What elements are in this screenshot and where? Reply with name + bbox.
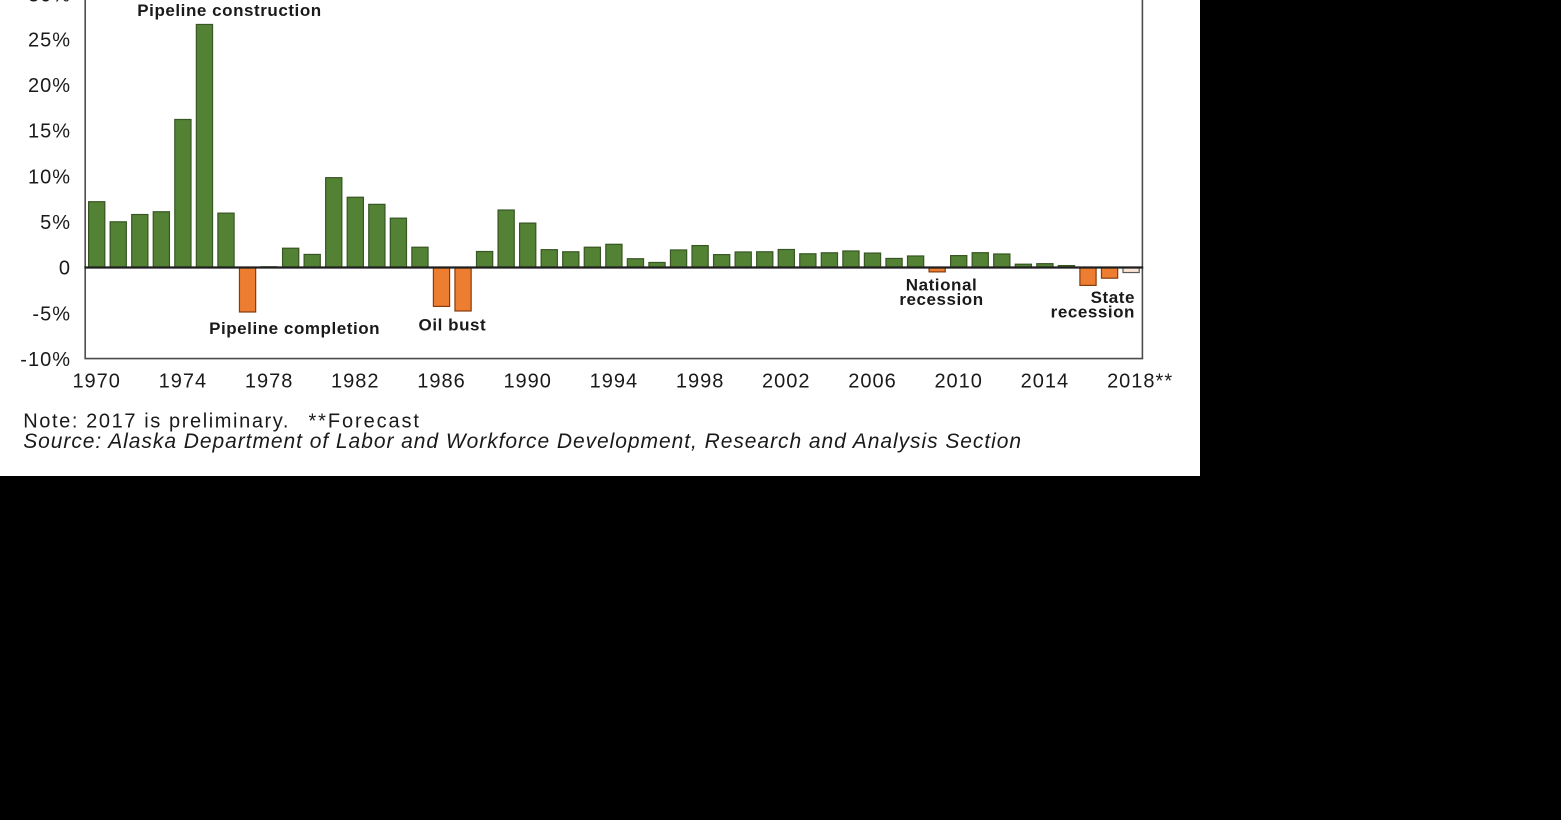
svg-text:2002: 2002 xyxy=(762,371,811,393)
svg-text:Note: 2017 is preliminary.: Note: 2017 is preliminary. xyxy=(23,410,290,432)
svg-text:5%: 5% xyxy=(40,212,71,234)
svg-text:30%: 30% xyxy=(28,0,71,7)
svg-text:-5%: -5% xyxy=(32,303,71,325)
svg-text:1990: 1990 xyxy=(503,371,552,393)
svg-text:Pipeline completion: Pipeline completion xyxy=(209,319,380,338)
svg-text:2010: 2010 xyxy=(934,371,983,393)
svg-text:0: 0 xyxy=(59,258,71,280)
svg-text:1998: 1998 xyxy=(676,371,725,393)
svg-text:-10%: -10% xyxy=(20,349,71,371)
svg-text:Pipeline construction: Pipeline construction xyxy=(137,1,321,20)
svg-text:20%: 20% xyxy=(28,75,71,97)
svg-text:15%: 15% xyxy=(28,121,71,143)
svg-text:1970: 1970 xyxy=(72,371,121,393)
svg-text:1986: 1986 xyxy=(417,371,466,393)
svg-text:1974: 1974 xyxy=(159,371,208,393)
svg-text:10%: 10% xyxy=(28,166,71,188)
svg-text:Oil bust: Oil bust xyxy=(419,316,487,335)
svg-text:State: State xyxy=(1091,288,1135,307)
svg-text:recession: recession xyxy=(1051,302,1135,321)
svg-text:1994: 1994 xyxy=(590,371,639,393)
svg-text:Source: Alaska Department of L: Source: Alaska Department of Labor and W… xyxy=(23,430,1022,453)
svg-text:1978: 1978 xyxy=(245,371,294,393)
svg-text:**Forecast: **Forecast xyxy=(309,410,421,432)
svg-text:1982: 1982 xyxy=(331,371,380,393)
svg-text:2006: 2006 xyxy=(848,371,897,393)
svg-text:recession: recession xyxy=(899,290,983,309)
svg-text:2014: 2014 xyxy=(1021,371,1070,393)
svg-text:National: National xyxy=(906,275,977,294)
svg-text:25%: 25% xyxy=(28,29,71,51)
svg-text:2018**: 2018** xyxy=(1107,371,1173,393)
